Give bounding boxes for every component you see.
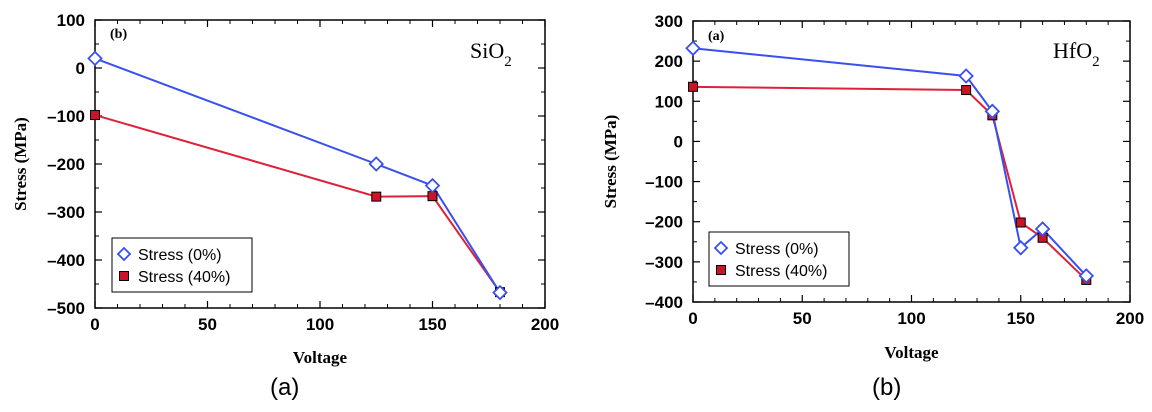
y-tick-label: 0 — [674, 132, 683, 151]
series-line-stress-0 — [692, 47, 1088, 277]
x-tick-label: 0 — [90, 315, 99, 334]
x-tick-label: 100 — [306, 315, 334, 334]
legend-marker-stress-40 — [119, 271, 129, 281]
legend-label: Stress (0%) — [138, 247, 222, 264]
material-label: SiO2 — [470, 38, 512, 70]
caption-left: (a) — [270, 374, 300, 401]
chart-panel-right: 0 50 100 150 200 300 200 100 0 –100 –200 –300 –400 Vo… — [576, 0, 1152, 412]
y-tick-label: 200 — [655, 52, 683, 71]
caption-right: (b) — [872, 374, 902, 401]
series-line-stress-40 — [692, 85, 1087, 281]
x-axis-title: Voltage — [884, 343, 939, 362]
y-tick-label: –400 — [645, 293, 683, 312]
y-tick-label: –300 — [645, 253, 683, 272]
x-tick-label: 100 — [897, 309, 925, 328]
legend-label: Stress (0%) — [735, 241, 819, 258]
y-tick-label: 300 — [655, 12, 683, 31]
y-tick-label: 100 — [57, 11, 85, 30]
data-point-stress-0 — [984, 103, 1001, 120]
data-point-stress-40 — [371, 191, 382, 202]
legend-label: Stress (40%) — [138, 269, 230, 286]
chart-panel-left: 0 50 100 150 200 100 0 –100 –200 –300 –400 –500 Volt… — [11, 11, 559, 367]
x-axis-title: Voltage — [293, 348, 348, 367]
data-point-stress-0 — [1078, 268, 1095, 284]
y-tick-label: 100 — [655, 92, 683, 111]
chart-sio2: 0 50 100 150 200 100 0 –100 –200 –300 –400 –500 Volt… — [11, 11, 559, 367]
y-tick-label: –100 — [47, 107, 85, 126]
y-tick-label: –100 — [645, 173, 683, 192]
x-tick-label: 50 — [793, 309, 812, 328]
data-point-stress-0 — [1034, 221, 1051, 237]
data-point-stress-40 — [688, 81, 698, 92]
legend-marker-stress-0 — [116, 246, 132, 262]
data-point-stress-40 — [961, 85, 972, 96]
panel-tag: (a) — [708, 29, 725, 44]
x-tick-label: 200 — [1116, 309, 1144, 328]
data-point-stress-40 — [1015, 217, 1026, 228]
y-axis-title: Stress (MPa) — [601, 115, 620, 209]
legend-box — [708, 231, 850, 287]
y-tick-label: 0 — [76, 59, 85, 78]
y-tick-label: –400 — [47, 251, 85, 270]
data-point-stress-0 — [1012, 240, 1029, 256]
y-axis-title: Stress (MPa) — [11, 117, 30, 211]
y-tick-label: –200 — [47, 155, 85, 174]
data-point-stress-0 — [685, 40, 701, 57]
x-tick-label: 200 — [531, 315, 559, 334]
x-tick-label: 150 — [418, 315, 446, 334]
data-point-stress-0 — [87, 50, 103, 67]
legend-label: Stress (40%) — [735, 263, 827, 280]
material-label: HfO2 — [1053, 38, 1100, 70]
material-subscript: 2 — [1092, 54, 1100, 70]
panel-tag: (b) — [110, 27, 127, 42]
data-point-stress-0 — [368, 156, 385, 172]
x-tick-label: 50 — [198, 315, 217, 334]
y-tick-label: –500 — [47, 299, 85, 318]
data-point-stress-0 — [958, 68, 974, 84]
legend-marker-stress-40 — [716, 265, 726, 275]
legend-box — [111, 237, 253, 293]
data-point-stress-0 — [424, 177, 441, 194]
y-tick-label: –300 — [47, 203, 85, 222]
chart-hfo2: 0 50 100 150 200 300 200 100 0 –100 –200 –300 –400 Vo… — [601, 12, 1144, 362]
series-line-stress-0 — [94, 57, 501, 294]
series-line-stress-40 — [94, 114, 501, 293]
data-point-stress-40 — [90, 110, 100, 121]
material-name: SiO — [470, 38, 504, 63]
y-tick-label: –200 — [645, 213, 683, 232]
data-point-stress-0 — [492, 284, 508, 301]
material-subscript: 2 — [504, 54, 512, 70]
x-tick-label: 150 — [1007, 309, 1035, 328]
x-tick-label: 0 — [688, 309, 697, 328]
material-name: HfO — [1053, 38, 1092, 63]
legend-marker-stress-0 — [713, 240, 729, 256]
